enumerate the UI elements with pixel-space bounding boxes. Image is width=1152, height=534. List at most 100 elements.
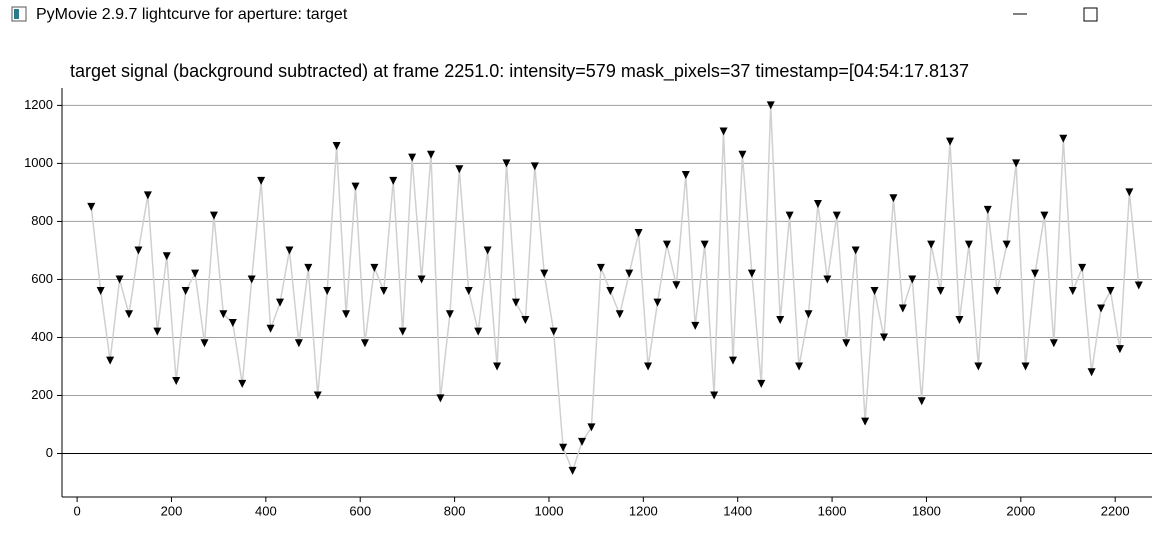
data-point [766, 101, 775, 110]
data-point [389, 176, 398, 185]
data-point [530, 162, 539, 171]
data-point [634, 229, 643, 238]
x-tick-label: 1200 [629, 503, 658, 518]
data-point [662, 240, 671, 249]
data-point [898, 304, 907, 313]
data-point [747, 269, 756, 278]
y-tick-label: 600 [31, 271, 53, 286]
data-point [785, 211, 794, 220]
data-point [813, 200, 822, 209]
data-point [568, 466, 577, 475]
data-point [181, 287, 190, 296]
x-tick-label: 2000 [1006, 503, 1035, 518]
data-point [691, 321, 700, 330]
x-tick-label: 600 [349, 503, 371, 518]
x-tick-label: 1000 [535, 503, 564, 518]
data-point [294, 339, 303, 348]
data-point [936, 287, 945, 296]
data-point [861, 417, 870, 426]
data-point [993, 287, 1002, 296]
data-point [1087, 368, 1096, 377]
data-point [143, 191, 152, 200]
data-point [351, 182, 360, 191]
data-point [426, 150, 435, 159]
data-point [917, 397, 926, 406]
data-point [332, 142, 341, 151]
data-point [549, 327, 558, 336]
data-point [908, 275, 917, 284]
data-point [285, 246, 294, 255]
x-tick-label: 800 [444, 503, 466, 518]
data-point [1012, 159, 1021, 168]
data-point [1106, 287, 1115, 296]
y-tick-label: 800 [31, 213, 53, 228]
data-point [1030, 269, 1039, 278]
data-point [238, 379, 247, 388]
data-point [625, 269, 634, 278]
data-point [1002, 240, 1011, 249]
data-point [247, 275, 256, 284]
data-point [162, 252, 171, 261]
data-point [191, 269, 200, 278]
data-point [502, 159, 511, 168]
data-point [606, 287, 615, 296]
y-tick-label: 200 [31, 387, 53, 402]
data-point [379, 287, 388, 296]
data-point [134, 246, 143, 255]
data-point [521, 316, 530, 325]
data-point [804, 310, 813, 319]
data-point [672, 281, 681, 290]
x-tick-label: 1400 [723, 503, 752, 518]
x-tick-label: 1600 [818, 503, 847, 518]
data-point [1125, 188, 1134, 197]
data-point [596, 263, 605, 272]
x-tick-label: 1800 [912, 503, 941, 518]
maximize-button[interactable] [1083, 7, 1098, 22]
data-point [455, 165, 464, 174]
data-point [738, 150, 747, 159]
data-point [228, 318, 237, 327]
data-point [983, 205, 992, 214]
data-point [219, 310, 228, 319]
data-point [96, 287, 105, 296]
data-point [172, 376, 181, 385]
y-tick-label: 1000 [24, 155, 53, 170]
data-point [1059, 134, 1068, 143]
data-point [1134, 281, 1143, 290]
x-tick-label: 0 [73, 503, 80, 518]
data-point [644, 362, 653, 371]
data-point [955, 316, 964, 325]
data-point [615, 310, 624, 319]
x-tick-label: 2200 [1101, 503, 1130, 518]
data-point [313, 391, 322, 400]
data-point [719, 127, 728, 136]
x-tick-label: 200 [161, 503, 183, 518]
data-point [879, 333, 888, 342]
signal-line [90, 105, 1140, 474]
app-icon-detail [14, 9, 19, 19]
y-tick-label: 400 [31, 329, 53, 344]
data-point [436, 394, 445, 403]
data-point [728, 356, 737, 365]
data-point [1097, 304, 1106, 313]
data-point [398, 327, 407, 336]
data-point [106, 356, 115, 365]
y-tick-label: 0 [46, 445, 53, 460]
data-point [832, 211, 841, 220]
data-point [851, 246, 860, 255]
data-point [870, 287, 879, 296]
data-point [360, 339, 369, 348]
data-point [257, 176, 266, 185]
data-point [540, 269, 549, 278]
data-point [776, 316, 785, 325]
data-point [927, 240, 936, 249]
data-point [511, 298, 520, 307]
plot-area: 0 200 400 600 800 1000 1200 0 200 400 600 800 1000 12… [24, 88, 1152, 518]
data-point [464, 287, 473, 296]
data-point [370, 263, 379, 272]
data-point [445, 310, 454, 319]
data-point [200, 339, 209, 348]
data-point [153, 327, 162, 336]
x-tick-label: 400 [255, 503, 277, 518]
